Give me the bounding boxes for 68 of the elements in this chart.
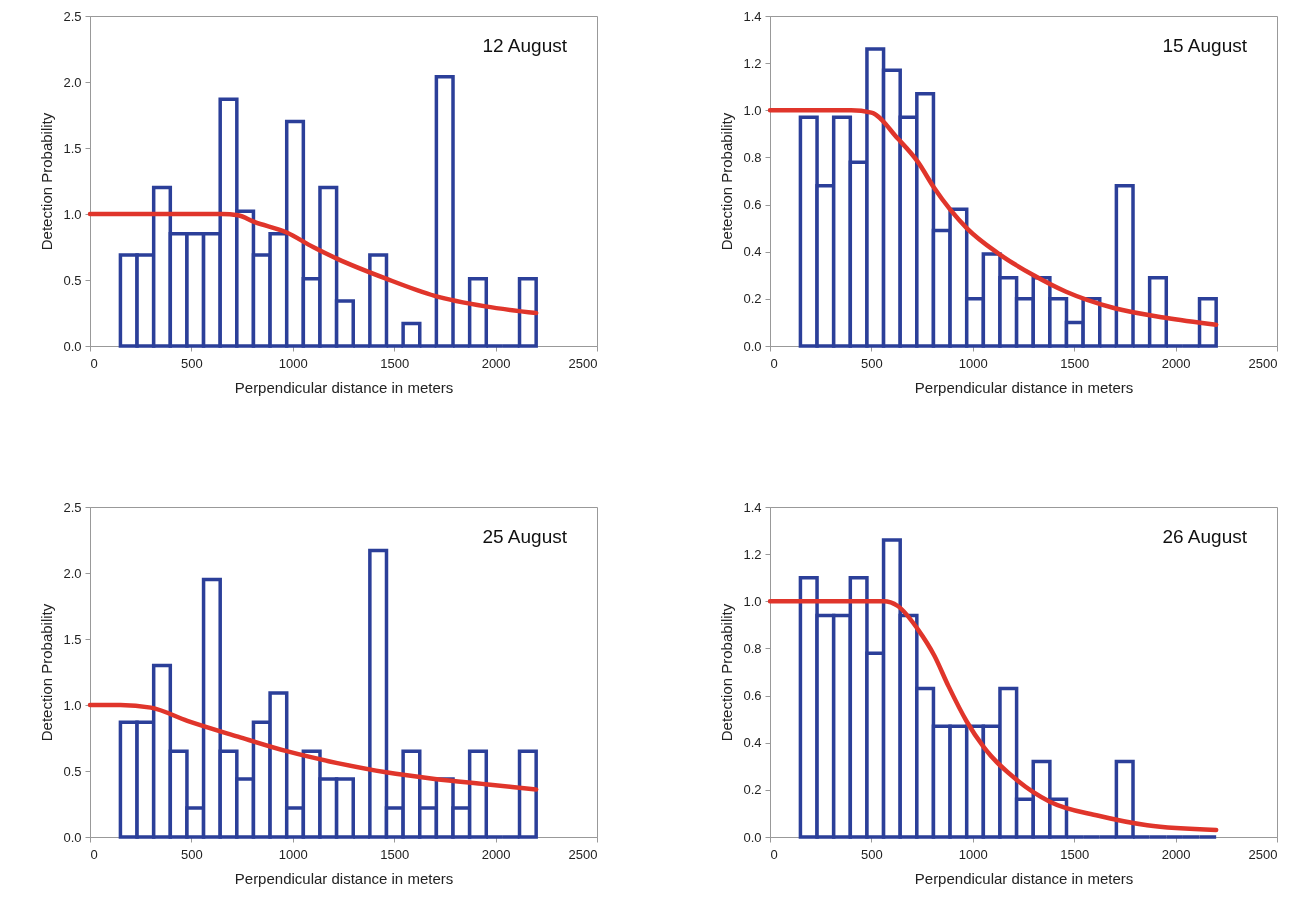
y-tick-label: 1.5: [63, 631, 82, 647]
y-axis-title: Detection Probability: [718, 603, 736, 742]
x-tick-label: 2000: [1161, 846, 1191, 862]
x-tick-label: 1500: [380, 846, 410, 862]
x-tick-label: 1500: [380, 355, 410, 371]
y-axis-title: Detection Probability: [38, 112, 56, 251]
y-tick-label: 0.0: [743, 338, 762, 354]
x-tick-label: 2000: [481, 846, 511, 862]
y-tick-label: 1.0: [63, 206, 82, 222]
annotation: 25 August: [482, 526, 568, 547]
y-tick-label: 1.5: [63, 140, 82, 156]
y-tick-label: 0.2: [743, 782, 762, 798]
x-tick-label: 0: [770, 355, 778, 371]
x-tick-label: 2500: [1248, 846, 1278, 862]
y-tick-label: 0.6: [743, 688, 762, 704]
x-tick-label: 0: [770, 846, 778, 862]
x-tick-label: 500: [861, 355, 883, 371]
y-tick-label: 2.0: [63, 565, 82, 581]
x-tick-label: 2500: [568, 846, 598, 862]
y-tick-label: 2.0: [63, 74, 82, 90]
y-tick-label: 2.5: [63, 499, 82, 515]
x-axis-title: Perpendicular distance in meters: [914, 378, 1134, 396]
annotation: 12 August: [482, 35, 568, 56]
y-tick-label: 2.5: [63, 8, 82, 24]
x-tick-label: 1000: [958, 846, 988, 862]
line-series: [767, 599, 1219, 833]
x-tick-label: 0: [90, 846, 98, 862]
y-tick-label: 0.0: [743, 829, 762, 845]
x-axis-title: Perpendicular distance in meters: [234, 378, 454, 396]
line-series: [87, 211, 539, 316]
y-tick-label: 0.4: [743, 735, 762, 751]
line-series: [87, 702, 539, 792]
x-tick-label: 2000: [481, 355, 511, 371]
x-tick-label: 1000: [958, 355, 988, 371]
y-tick-label: 1.0: [743, 102, 762, 118]
x-tick-label: 500: [181, 846, 203, 862]
y-tick-label: 1.0: [743, 593, 762, 609]
y-tick-label: 0.8: [743, 149, 762, 165]
x-tick-label: 2000: [1161, 355, 1191, 371]
annotation: 15 August: [1162, 35, 1248, 56]
x-axis-title: Perpendicular distance in meters: [914, 869, 1134, 887]
x-tick-label: 1500: [1060, 846, 1090, 862]
x-tick-label: 2500: [568, 355, 598, 371]
y-axis-title: Detection Probability: [718, 112, 736, 251]
y-tick-label: 0.6: [743, 197, 762, 213]
x-tick-label: 500: [181, 355, 203, 371]
y-tick-label: 0.5: [63, 763, 82, 779]
y-tick-label: 0.2: [743, 291, 762, 307]
x-tick-label: 2500: [1248, 355, 1278, 371]
y-tick-label: 1.2: [743, 546, 762, 562]
annotation: 26 August: [1162, 526, 1248, 547]
y-axis-title: Detection Probability: [38, 603, 56, 742]
y-tick-label: 1.0: [63, 697, 82, 713]
y-tick-label: 0.5: [63, 272, 82, 288]
x-tick-label: 0: [90, 355, 98, 371]
line-series: [767, 108, 1219, 328]
x-tick-label: 500: [861, 846, 883, 862]
y-tick-label: 0.0: [63, 338, 82, 354]
y-tick-label: 1.4: [743, 499, 762, 515]
x-tick-label: 1500: [1060, 355, 1090, 371]
y-tick-label: 0.4: [743, 244, 762, 260]
y-tick-label: 1.2: [743, 55, 762, 71]
x-tick-label: 1000: [278, 355, 308, 371]
x-axis-title: Perpendicular distance in meters: [234, 869, 454, 887]
y-tick-label: 0.0: [63, 829, 82, 845]
x-tick-label: 1000: [278, 846, 308, 862]
y-tick-label: 0.8: [743, 640, 762, 656]
y-tick-label: 1.4: [743, 8, 762, 24]
